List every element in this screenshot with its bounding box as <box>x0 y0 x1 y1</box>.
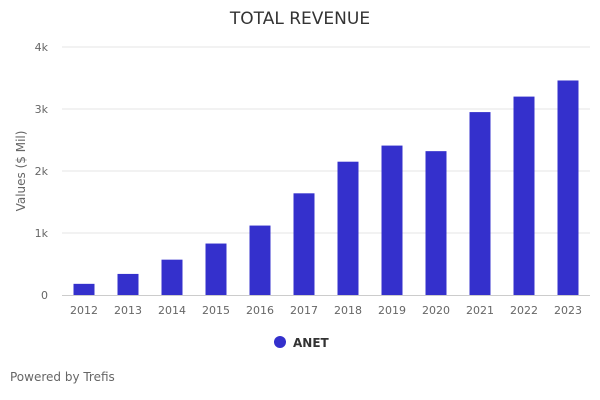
x-tick-label: 2019 <box>378 304 406 317</box>
x-tick-label: 2012 <box>70 304 98 317</box>
bar-2018[interactable] <box>337 161 359 295</box>
x-tick-label: 2015 <box>202 304 230 317</box>
y-tick-label: 2k <box>35 165 49 178</box>
y-tick-label: 0 <box>41 289 48 302</box>
y-tick-label: 1k <box>35 227 49 240</box>
bar-2014[interactable] <box>161 259 183 295</box>
y-axis-ticks: 0 1k 2k 3k 4k <box>35 41 49 302</box>
x-tick-label: 2021 <box>466 304 494 317</box>
bar-2013[interactable] <box>117 273 139 295</box>
x-tick-label: 2014 <box>158 304 186 317</box>
bar-2021[interactable] <box>469 112 491 295</box>
grid-lines <box>62 46 590 234</box>
y-tick-label: 4k <box>35 41 49 54</box>
x-tick-label: 2020 <box>422 304 450 317</box>
bar-2016[interactable] <box>249 225 271 295</box>
bar-series <box>73 80 579 295</box>
legend[interactable]: ANET <box>274 336 330 350</box>
y-tick-label: 3k <box>35 103 49 116</box>
x-tick-label: 2023 <box>554 304 582 317</box>
x-tick-label: 2022 <box>510 304 538 317</box>
bar-2020[interactable] <box>425 151 447 295</box>
x-tick-label: 2018 <box>334 304 362 317</box>
bar-2012[interactable] <box>73 283 95 295</box>
legend-label-anet: ANET <box>293 336 330 350</box>
bar-2022[interactable] <box>513 96 535 295</box>
legend-swatch-anet <box>274 336 286 348</box>
bar-2017[interactable] <box>293 193 315 295</box>
bar-2023[interactable] <box>557 80 579 295</box>
bar-2019[interactable] <box>381 145 403 295</box>
chart-title: TOTAL REVENUE <box>229 9 370 29</box>
powered-by-credit[interactable]: Powered by Trefis <box>10 370 115 384</box>
bar-2015[interactable] <box>205 243 227 295</box>
x-tick-label: 2013 <box>114 304 142 317</box>
y-axis-label: Values ($ Mil) <box>14 131 28 212</box>
x-tick-label: 2016 <box>246 304 274 317</box>
x-axis-ticks: 2012 2013 2014 2015 2016 2017 2018 2019 2020 2021… <box>70 304 582 317</box>
x-tick-label: 2017 <box>290 304 318 317</box>
